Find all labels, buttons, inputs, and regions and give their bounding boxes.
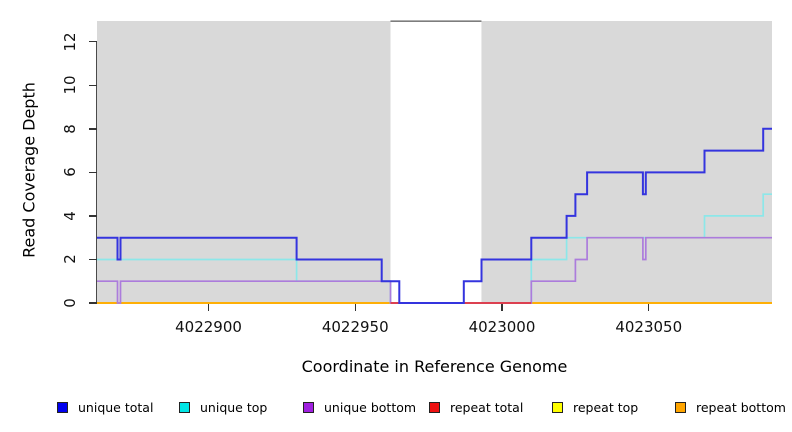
x-tick-mark	[354, 304, 356, 311]
legend-item-repeat-top: repeat top	[552, 400, 638, 415]
legend-item-unique-total: unique total	[57, 400, 153, 415]
y-tick-label: 2	[61, 254, 79, 265]
plot-canvas	[97, 20, 772, 304]
legend-item-repeat-total: repeat total	[429, 400, 523, 415]
plot-area	[97, 20, 772, 304]
x-tick-label: 4022950	[321, 318, 389, 336]
legend-swatch-icon	[57, 402, 68, 413]
legend-item-unique-top: unique top	[179, 400, 267, 415]
x-tick-mark	[207, 304, 210, 311]
x-tick-label: 4023000	[468, 318, 536, 336]
y-tick-label: 8	[61, 124, 79, 134]
y-tick-label: 6	[61, 167, 79, 178]
series-line-unique-total	[97, 127, 772, 304]
y-axis-title: Read Coverage Depth	[19, 82, 39, 258]
shaded-region	[97, 21, 391, 304]
y-tick-mark	[89, 258, 97, 261]
x-tick-mark	[648, 304, 650, 311]
legend-label: unique bottom	[324, 400, 417, 415]
y-tick-mark	[89, 171, 97, 174]
legend-label: unique total	[78, 400, 154, 415]
y-tick-mark	[89, 84, 97, 86]
y-tick-label: 10	[61, 75, 79, 95]
y-tick-mark	[89, 302, 97, 304]
x-axis-title: Coordinate in Reference Genome	[301, 357, 568, 376]
y-tick-label: 0	[61, 298, 79, 308]
legend-item-unique-bottom: unique bottom	[303, 400, 416, 415]
legend-swatch-icon	[552, 402, 563, 413]
x-tick-mark	[501, 304, 503, 311]
y-tick-mark	[89, 41, 97, 43]
legend-item-repeat-bottom: repeat bottom	[675, 400, 786, 415]
legend-label: unique top	[200, 400, 268, 415]
legend-swatch-icon	[429, 402, 440, 413]
x-tick-label: 4022900	[175, 318, 242, 336]
legend-swatch-icon	[675, 402, 686, 413]
legend-label: repeat top	[573, 400, 639, 415]
y-tick-mark	[89, 215, 97, 217]
y-tick-label: 12	[61, 32, 79, 52]
y-tick-label: 4	[61, 211, 79, 221]
legend-label: repeat total	[450, 400, 524, 415]
y-tick-mark	[89, 128, 97, 130]
shaded-region	[481, 21, 772, 304]
legend-swatch-icon	[303, 402, 314, 413]
legend-label: repeat bottom	[696, 400, 786, 415]
series-line-unique-bottom	[97, 236, 772, 304]
x-tick-label: 4023050	[615, 318, 683, 336]
legend-swatch-icon	[179, 402, 190, 413]
